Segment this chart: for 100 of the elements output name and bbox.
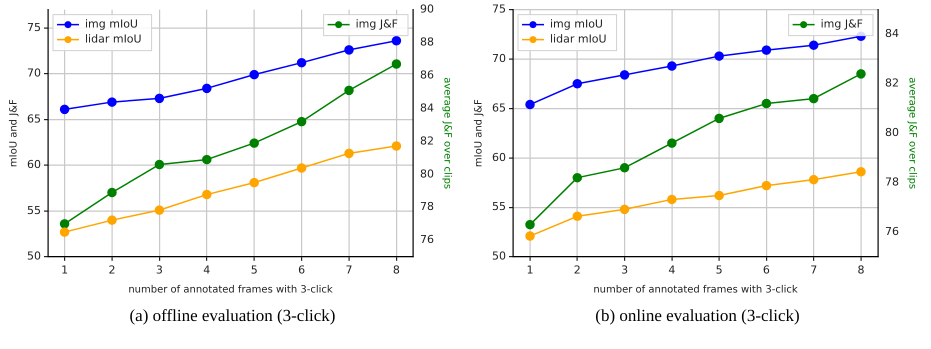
point bbox=[762, 45, 772, 55]
point bbox=[620, 163, 630, 173]
y2-tick-label: 80 bbox=[885, 126, 900, 140]
point bbox=[154, 205, 164, 215]
x-axis-title: number of annotated frames with 3-click bbox=[593, 284, 798, 296]
point bbox=[808, 94, 818, 104]
y2-tick-label: 78 bbox=[420, 200, 434, 214]
point bbox=[296, 163, 306, 173]
point bbox=[620, 204, 630, 214]
y2-tick-label: 78 bbox=[885, 176, 900, 188]
point bbox=[525, 231, 535, 241]
x-tick-label: 1 bbox=[526, 263, 534, 276]
legend-label: lidar mIoU bbox=[84, 32, 142, 46]
x-tick-label: 6 bbox=[298, 263, 306, 276]
point bbox=[620, 70, 630, 80]
x-tick-label: 5 bbox=[250, 263, 258, 276]
y2-tick-label: 82 bbox=[420, 134, 434, 148]
y2-axis-title: average J&F over clips bbox=[906, 77, 918, 190]
x-tick-label: 6 bbox=[762, 263, 770, 276]
y2-tick-label: 76 bbox=[885, 224, 900, 238]
point bbox=[154, 94, 164, 104]
point bbox=[249, 178, 259, 188]
point bbox=[344, 148, 354, 158]
point bbox=[60, 104, 70, 114]
x-axis-title: number of annotated frames with 3-click bbox=[128, 284, 333, 296]
y2-tick-label: 86 bbox=[420, 68, 434, 82]
point bbox=[60, 227, 70, 237]
x-tick-label: 3 bbox=[621, 263, 628, 276]
point bbox=[667, 61, 677, 71]
point bbox=[296, 58, 306, 68]
x-tick-label: 7 bbox=[810, 263, 818, 276]
point bbox=[808, 174, 818, 184]
y-tick-label: 65 bbox=[492, 101, 506, 114]
x-tick-label: 4 bbox=[668, 263, 676, 276]
point bbox=[202, 84, 212, 94]
point bbox=[392, 36, 402, 46]
x-tick-label: 2 bbox=[574, 263, 581, 276]
y2-tick-label: 84 bbox=[420, 101, 434, 114]
point bbox=[107, 188, 117, 198]
y-tick-label: 55 bbox=[492, 200, 506, 214]
x-tick-label: 5 bbox=[716, 263, 723, 276]
y-axis-title: mIoU and J&F bbox=[8, 99, 20, 168]
x-tick-label: 3 bbox=[156, 263, 163, 276]
point bbox=[808, 40, 818, 50]
point bbox=[572, 79, 582, 89]
x-tick-label: 7 bbox=[346, 263, 353, 276]
y-tick-label: 70 bbox=[26, 66, 41, 80]
point bbox=[60, 219, 70, 229]
point bbox=[296, 116, 306, 126]
point bbox=[714, 114, 724, 124]
y2-tick-label: 84 bbox=[885, 27, 900, 40]
point bbox=[572, 172, 582, 182]
point bbox=[572, 212, 582, 222]
y2-tick-label: 82 bbox=[885, 76, 900, 90]
point bbox=[249, 70, 259, 80]
y2-tick-label: 76 bbox=[420, 233, 434, 246]
y-tick-label: 60 bbox=[26, 158, 41, 172]
y-tick-label: 50 bbox=[492, 250, 506, 263]
point bbox=[762, 98, 772, 108]
point bbox=[714, 190, 724, 200]
y-tick-label: 70 bbox=[492, 52, 506, 65]
point bbox=[107, 97, 117, 107]
legend-label: img mIoU bbox=[550, 17, 603, 30]
point bbox=[202, 190, 212, 200]
point bbox=[856, 167, 866, 177]
point bbox=[525, 220, 535, 230]
legend-label: img J&F bbox=[356, 17, 398, 30]
y2-tick-label: 80 bbox=[420, 167, 434, 180]
x-tick-label: 4 bbox=[203, 263, 210, 276]
y-tick-label: 55 bbox=[26, 204, 41, 217]
text: (b) online evaluation (3-click) bbox=[595, 306, 800, 326]
legend-label: img J&F bbox=[820, 17, 864, 30]
y-tick-label: 75 bbox=[26, 20, 41, 34]
x-tick-label: 8 bbox=[392, 263, 400, 276]
point bbox=[856, 69, 866, 79]
x-tick-label: 2 bbox=[108, 263, 116, 276]
point bbox=[154, 160, 164, 170]
y-axis-title: mIoU and J&F bbox=[474, 99, 485, 168]
point bbox=[714, 51, 724, 61]
y-tick-label: 60 bbox=[492, 150, 506, 164]
point bbox=[525, 100, 535, 110]
point bbox=[392, 59, 402, 69]
y2-tick-label: 88 bbox=[420, 35, 434, 48]
point bbox=[392, 141, 402, 151]
point bbox=[107, 215, 117, 225]
y2-tick-label: 90 bbox=[420, 2, 434, 16]
y-tick-label: 75 bbox=[492, 2, 506, 16]
point bbox=[762, 180, 772, 190]
point bbox=[249, 138, 259, 148]
point bbox=[667, 194, 677, 204]
legend-label: img mIoU bbox=[84, 17, 138, 30]
point bbox=[344, 45, 354, 55]
legend-label: lidar mIoU bbox=[550, 32, 607, 46]
x-tick-label: 1 bbox=[61, 263, 68, 276]
y-tick-label: 65 bbox=[26, 112, 41, 126]
text: (a) offline evaluation (3-click) bbox=[130, 306, 336, 326]
y-tick-label: 50 bbox=[26, 250, 41, 263]
point bbox=[667, 138, 677, 148]
point bbox=[202, 154, 212, 164]
point bbox=[344, 86, 354, 96]
